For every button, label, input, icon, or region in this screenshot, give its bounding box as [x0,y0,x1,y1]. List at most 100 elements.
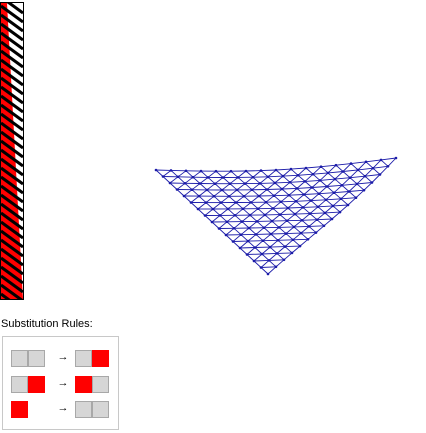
mesh-node [346,203,350,207]
mesh-edge [297,174,306,182]
mesh-node [154,168,158,172]
mesh-node [271,207,275,210]
history-stripe [1,4,23,24]
mesh-edge [214,183,223,191]
mesh-node [275,252,279,255]
mesh-edge [325,199,334,207]
rule-cell [92,401,109,418]
mesh-edge [363,182,373,191]
mesh-edge [265,201,274,209]
rule-cell [92,376,109,393]
mesh-node [210,220,214,224]
mesh-edge [327,171,344,174]
mesh-node [252,259,256,263]
mesh-edge [340,191,350,200]
history-stripe [1,139,23,159]
mesh-edge [234,214,243,222]
history-stripe [1,283,23,299]
mesh-edge [282,168,292,177]
mesh-node [205,188,209,192]
mesh-node [221,176,225,179]
mesh-edge [295,200,304,208]
mesh-edge [218,228,227,236]
mesh-edge [327,172,336,180]
mesh-edge [308,226,317,233]
mesh-node [239,233,243,236]
mesh-edge [294,207,304,215]
mesh-edge [341,184,350,192]
mesh-edge [357,161,367,171]
mesh-edge [247,240,256,248]
history-stripe [1,166,23,186]
mesh-edge [277,233,287,241]
mesh-node [214,169,218,173]
mesh-edge [228,189,238,197]
mesh-edge [240,227,250,236]
mesh-edge [318,193,327,201]
mesh-node [331,204,335,208]
mesh-edge [275,168,292,171]
rule-row: → [3,350,120,370]
mesh-edge [295,200,312,202]
mesh-edge [278,226,295,228]
mesh-edge [206,189,215,197]
mesh-edge [267,266,277,275]
mesh-edge [316,212,326,221]
network-mesh-view [154,156,398,276]
mesh-edge [327,164,337,174]
mesh-node [263,213,267,217]
mesh-edge [332,204,349,207]
mesh-edge [287,206,304,209]
mesh-node [394,156,398,160]
mesh-edge [305,166,322,169]
mesh-node [292,225,296,229]
history-stripe [6,3,23,15]
mesh-node [264,200,268,204]
rule-row: → [3,376,120,396]
mesh-edge [297,167,307,176]
history-stripe [1,193,23,213]
mesh-edge [265,195,275,203]
mesh-node [288,181,292,184]
mesh-edge [237,170,247,178]
mesh-edge [310,200,319,208]
mesh-edge [260,267,269,275]
mesh-edge [267,176,276,184]
rule-lhs [11,376,45,394]
mesh-edge [235,195,245,203]
mesh-node [309,199,313,202]
mesh-edge [311,180,321,188]
mesh-node [301,206,305,209]
mesh-node [283,245,287,248]
mesh-edge [274,181,291,184]
mesh-node [325,185,329,188]
mesh-edge [185,170,194,178]
mesh-edge [260,266,277,268]
mesh-node [226,207,230,211]
rule-lhs [11,350,45,368]
mesh-edge [255,234,264,242]
mesh-edge [311,186,328,188]
mesh-node [168,181,172,185]
mesh-node [257,194,261,198]
mesh-edge [315,225,325,233]
mesh-edge [246,247,256,255]
mesh-edge [257,208,266,216]
history-stripe [1,76,23,96]
mesh-edge [190,195,200,203]
mesh-node [285,219,289,222]
mesh-edge [239,247,248,255]
mesh-edge [276,253,285,261]
mesh-node [277,226,281,229]
mesh-edge [349,169,359,179]
mesh-node [322,224,326,228]
history-pattern [1,3,23,299]
history-stripe [1,229,23,249]
mesh-edge [320,164,337,168]
mesh-edge [226,221,235,229]
mesh-node [251,175,255,179]
mesh-edge [230,170,239,178]
mesh-node [228,182,232,185]
mesh-node [340,184,344,187]
rule-row: → [3,401,120,421]
